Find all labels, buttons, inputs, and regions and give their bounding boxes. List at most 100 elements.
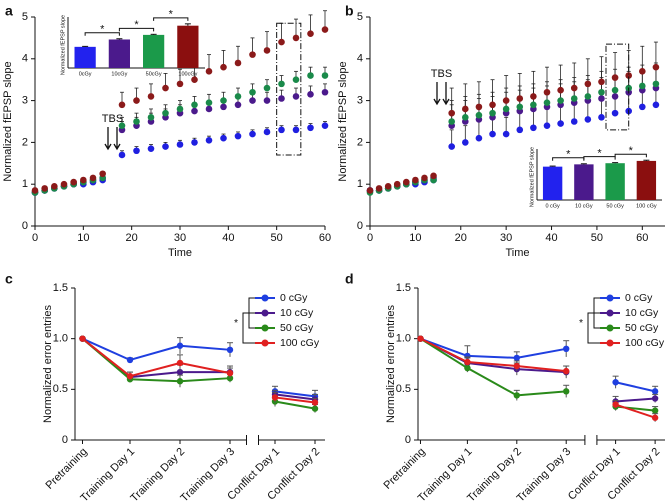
data-point [651, 395, 659, 402]
data-point [292, 93, 300, 100]
data-point [462, 105, 469, 113]
x-tick-label: Pretraining [382, 446, 428, 492]
y-tick-label: 1.5 [396, 282, 411, 294]
y-tick-label: 1 [22, 178, 28, 190]
data-point [311, 405, 319, 412]
data-point [489, 101, 496, 109]
series-line [129, 362, 181, 378]
x-tick-label: 50 [271, 232, 283, 244]
y-tick-label: 2 [357, 136, 363, 148]
data-point [563, 388, 570, 395]
data-point [584, 80, 592, 88]
data-point [598, 95, 605, 102]
data-point [249, 130, 256, 138]
legend-label: 100 cGy [280, 337, 320, 349]
y-tick-label: 4 [357, 53, 363, 65]
data-point [191, 107, 198, 115]
data-point [205, 105, 213, 113]
data-point [249, 88, 256, 96]
data-point [598, 88, 605, 96]
x-tick-label: Pretraining [44, 446, 90, 492]
y-tick-label: 5 [357, 11, 363, 23]
data-point [292, 34, 300, 42]
data-point [263, 97, 271, 104]
data-point [162, 109, 169, 117]
data-point [70, 178, 77, 186]
y-axis-label: Normalized fEPSP slope [337, 61, 349, 181]
inset-x-label: 10 cGy [575, 203, 593, 209]
data-point [278, 126, 285, 134]
data-point [543, 99, 551, 106]
legend-label: 100 cGy [625, 337, 665, 349]
data-point [598, 114, 605, 121]
series-line [466, 367, 518, 397]
data-point [118, 151, 126, 159]
y-axis-label: Normalized error entries [42, 305, 54, 423]
y-tick-label: 0 [357, 220, 363, 232]
data-point [489, 109, 496, 117]
data-point [292, 126, 300, 134]
y-tick-label: 0 [62, 434, 68, 446]
data-point [502, 105, 510, 113]
inset-bar [605, 163, 625, 200]
data-point [570, 95, 578, 102]
legend-marker [606, 324, 614, 332]
data-point [226, 346, 234, 354]
series-line [615, 381, 656, 393]
data-point [234, 93, 242, 100]
significance-bracket [614, 153, 647, 158]
series-line [179, 362, 231, 375]
legend-marker [606, 294, 614, 302]
y-tick-label: 0 [22, 220, 28, 232]
data-point [421, 174, 428, 182]
inset-bar [574, 164, 594, 200]
data-point [598, 78, 605, 86]
significance-star: * [566, 149, 571, 161]
x-tick-label: 10 [409, 232, 421, 244]
data-point [147, 93, 155, 100]
y-axis-label: Normalized fEPSP slope [2, 61, 14, 181]
y-tick-label: 1 [357, 178, 363, 190]
inset-y-label: Normalized fEPSP slope [529, 147, 535, 207]
series-line [129, 371, 181, 379]
data-point [417, 335, 424, 342]
data-point [516, 95, 524, 102]
data-point [611, 109, 619, 117]
data-point [563, 345, 570, 352]
data-point [176, 141, 184, 148]
y-tick-label: 0.5 [396, 383, 411, 395]
panel-label: c [5, 271, 13, 287]
legend-marker [606, 309, 614, 317]
series-line [179, 377, 231, 383]
data-point [234, 132, 242, 140]
legend-label: 10 cGy [280, 307, 314, 319]
significance-star: * [169, 9, 174, 21]
data-point [513, 354, 520, 362]
data-point [584, 93, 592, 100]
y-axis-label: Normalized error entries [385, 305, 397, 423]
data-point [464, 364, 471, 372]
series-line [274, 400, 316, 410]
data-point [530, 124, 537, 132]
data-point [205, 99, 213, 106]
series-line [467, 360, 517, 368]
highlight-box [605, 43, 630, 131]
series-line [179, 344, 231, 351]
data-point [80, 176, 87, 184]
data-point [118, 101, 126, 109]
y-tick-label: 3 [22, 95, 28, 107]
data-point [205, 137, 213, 144]
y-tick-label: 0 [405, 434, 411, 446]
data-point [321, 88, 329, 96]
highlight-box [276, 22, 302, 156]
inset-bar [542, 166, 563, 200]
data-point [543, 122, 551, 129]
annotation-arrow [113, 127, 121, 151]
annotation: TBS [431, 68, 452, 80]
inset-y-label: Normalized fEPSP slope [60, 15, 66, 75]
data-point [60, 180, 68, 188]
x-tick-label: 60 [319, 232, 331, 244]
data-point [612, 379, 619, 386]
data-point [475, 103, 483, 111]
data-point [249, 51, 256, 58]
